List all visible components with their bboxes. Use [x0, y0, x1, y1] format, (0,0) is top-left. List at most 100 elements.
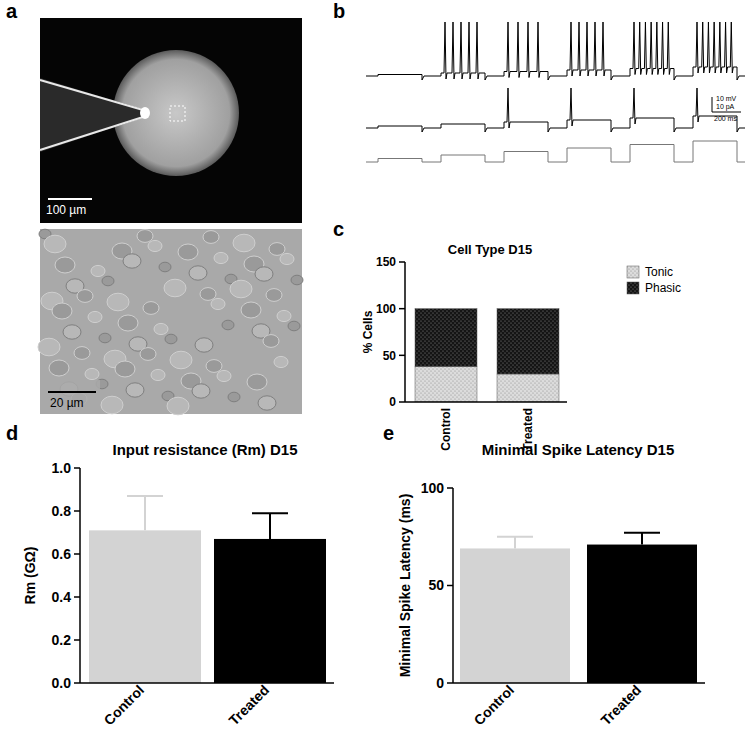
- y-tick-label: 100: [421, 480, 445, 496]
- y-tick: [399, 261, 405, 263]
- pipette-tip: [140, 107, 150, 119]
- cell-texture: [52, 303, 72, 319]
- cell-texture: [143, 302, 159, 315]
- bar: [587, 545, 697, 683]
- y-tick: [447, 585, 453, 587]
- x-tick-label: Control: [101, 682, 148, 729]
- cell-texture: [247, 374, 267, 390]
- y-tick: [447, 682, 453, 684]
- y-tick: [74, 596, 80, 598]
- cell-texture: [88, 311, 102, 322]
- x-axis: [80, 682, 334, 684]
- y-tick-label: 0.2: [52, 632, 72, 648]
- y-tick-label: 0.0: [52, 675, 72, 691]
- x-axis: [405, 401, 567, 403]
- y-tick: [399, 355, 405, 357]
- error-bar: [269, 513, 271, 539]
- scale-label: 20 µm: [50, 396, 84, 410]
- bar: [89, 530, 201, 683]
- cell-texture: [178, 244, 198, 260]
- cell-texture: [165, 334, 177, 344]
- cell-texture: [63, 325, 81, 339]
- pipette-edge: [40, 80, 143, 110]
- scale-bar: [48, 198, 92, 200]
- cell-texture: [85, 368, 99, 379]
- current-steps: [366, 141, 745, 162]
- chart: Cell Type D15% CellsTonicPhasic050100150…: [361, 242, 681, 451]
- scale-label: 10 mV: [716, 95, 737, 102]
- y-tick: [74, 553, 80, 555]
- y-tick: [74, 510, 80, 512]
- cell-texture: [233, 234, 255, 252]
- cell-texture: [38, 338, 60, 356]
- x-axis: [453, 682, 705, 684]
- y-tick: [74, 639, 80, 641]
- cell-texture: [77, 290, 93, 303]
- y-tick-label: 100: [376, 302, 396, 316]
- y-axis: [404, 262, 406, 402]
- y-tick-label: 150: [376, 255, 396, 269]
- bar-segment: [415, 309, 477, 367]
- cell-texture: [269, 243, 285, 256]
- cell-texture: [148, 240, 162, 251]
- y-tick-label: 50: [428, 577, 444, 593]
- voltage-trace-phasic: [366, 88, 745, 132]
- cell-texture: [277, 310, 291, 321]
- plot-area: [415, 309, 559, 402]
- scale-label: 100 µm: [46, 203, 86, 217]
- cell-texture: [49, 360, 69, 376]
- legend-label: Tonic: [645, 265, 673, 279]
- panel-label: b: [333, 0, 345, 22]
- voltage-trace-tonic: [366, 22, 745, 80]
- panel-label: e: [383, 422, 394, 444]
- cell-texture: [222, 320, 234, 330]
- x-tick-label: Control: [439, 408, 453, 451]
- cell-texture: [211, 298, 225, 309]
- y-tick-label: 0: [389, 395, 396, 409]
- legend-swatch: [627, 266, 639, 278]
- cell-texture: [126, 383, 144, 397]
- cell-texture: [200, 288, 216, 301]
- x-tick-label: Control: [471, 682, 518, 729]
- cell-texture: [101, 396, 123, 414]
- cell-texture: [291, 275, 303, 285]
- panel-label: c: [333, 218, 344, 240]
- cell-texture: [280, 253, 294, 264]
- image-background: [40, 229, 302, 414]
- scale-backdrop: [44, 380, 100, 410]
- cell-texture: [263, 335, 279, 348]
- bar-segment: [415, 367, 477, 402]
- cell-texture: [230, 280, 252, 298]
- cell-texture: [118, 315, 138, 331]
- y-tick-label: 1.0: [52, 460, 72, 476]
- cell-texture: [107, 293, 129, 311]
- cell-texture: [192, 384, 210, 398]
- y-tick-label: 0.4: [52, 589, 72, 605]
- cell-texture: [74, 347, 90, 360]
- cell-texture: [167, 397, 189, 415]
- error-bar: [144, 496, 146, 530]
- y-tick: [399, 401, 405, 403]
- y-tick-label: 0: [436, 675, 444, 691]
- error-cap: [127, 495, 163, 497]
- y-axis-label: % Cells: [361, 310, 375, 353]
- micrograph-bottom: 20 µm: [38, 229, 303, 415]
- plot-area: [89, 496, 326, 683]
- y-axis-label: Rm (GΩ): [22, 547, 38, 605]
- y-tick: [399, 308, 405, 310]
- electrophysiology-traces: 10 mV10 pA200 ms: [366, 22, 745, 162]
- cell-texture: [55, 257, 75, 273]
- chart-title: Input resistance (Rm) D15: [112, 441, 297, 458]
- bar: [460, 548, 570, 683]
- cell-texture: [241, 302, 261, 318]
- cell-texture: [159, 262, 171, 272]
- roi-box: [170, 106, 185, 121]
- chart: Input resistance (Rm) D15 Rm (GΩ) 0.0 0.2 0.…: [22, 441, 334, 728]
- bar: [214, 539, 326, 683]
- x-tick-label: Treated: [226, 682, 273, 729]
- cell-texture: [99, 333, 111, 343]
- error-bar: [514, 537, 516, 549]
- pipette-edge: [40, 117, 143, 150]
- cell-texture: [151, 369, 165, 380]
- error-cap: [497, 536, 533, 538]
